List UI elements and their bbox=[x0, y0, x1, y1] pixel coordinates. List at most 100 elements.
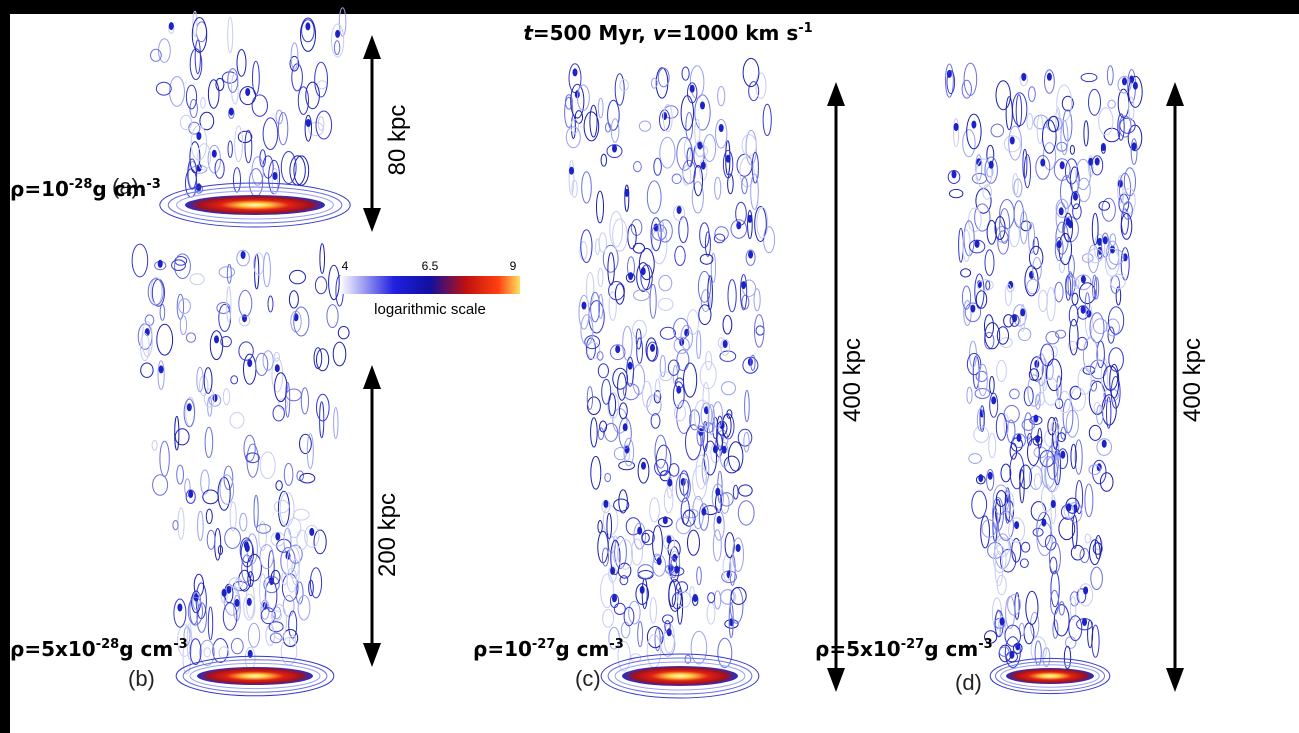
contour bbox=[205, 508, 213, 524]
contour bbox=[314, 61, 329, 98]
density-part: -3 bbox=[609, 637, 623, 652]
contour bbox=[993, 544, 1007, 574]
contour bbox=[1042, 377, 1060, 406]
clump bbox=[999, 617, 1005, 626]
contour bbox=[719, 492, 734, 507]
contour bbox=[230, 375, 239, 385]
contour bbox=[184, 478, 191, 497]
contour bbox=[650, 413, 661, 429]
contour bbox=[610, 539, 621, 576]
contour bbox=[1008, 125, 1022, 161]
contour bbox=[1019, 464, 1032, 490]
arrow-head bbox=[363, 35, 381, 59]
contour bbox=[975, 290, 988, 309]
contour bbox=[617, 641, 631, 672]
contour bbox=[601, 378, 612, 405]
contour bbox=[171, 259, 186, 272]
contour bbox=[1058, 601, 1065, 616]
contour bbox=[1005, 492, 1015, 516]
contour bbox=[1077, 366, 1092, 396]
contour bbox=[608, 291, 617, 321]
contour bbox=[1106, 396, 1112, 429]
clump bbox=[214, 335, 219, 344]
contour bbox=[712, 401, 724, 429]
contour bbox=[1057, 432, 1066, 443]
contour bbox=[262, 350, 274, 371]
contour bbox=[600, 573, 615, 609]
contour bbox=[247, 622, 261, 648]
clump bbox=[971, 120, 977, 129]
contour bbox=[686, 147, 694, 168]
contour bbox=[1048, 541, 1061, 575]
clump bbox=[1008, 280, 1014, 289]
contour bbox=[703, 134, 717, 162]
contour bbox=[992, 506, 998, 542]
contour bbox=[222, 388, 231, 406]
contour bbox=[1023, 154, 1032, 189]
contour bbox=[1107, 326, 1115, 344]
contour bbox=[742, 356, 759, 374]
contour bbox=[627, 224, 637, 250]
contour bbox=[1019, 210, 1028, 245]
contour bbox=[185, 332, 197, 343]
clump bbox=[245, 88, 251, 96]
contour bbox=[693, 165, 704, 197]
contour bbox=[193, 573, 205, 597]
clump bbox=[1073, 192, 1078, 201]
contour bbox=[299, 433, 312, 455]
contour bbox=[1130, 138, 1138, 165]
disk-halo bbox=[614, 661, 746, 691]
contour bbox=[140, 332, 150, 362]
clump bbox=[641, 461, 646, 470]
contour bbox=[296, 470, 305, 482]
contour bbox=[646, 180, 662, 214]
contour bbox=[1093, 233, 1106, 261]
contour bbox=[692, 465, 708, 501]
contour bbox=[199, 375, 209, 397]
contour bbox=[1030, 356, 1044, 382]
contour bbox=[1070, 443, 1077, 469]
contour bbox=[606, 512, 613, 540]
contour bbox=[962, 229, 971, 263]
contour bbox=[1090, 566, 1103, 590]
contour bbox=[712, 529, 722, 562]
contour bbox=[1027, 374, 1041, 407]
contour bbox=[192, 10, 198, 37]
contour bbox=[1011, 538, 1022, 563]
contour bbox=[1078, 282, 1096, 305]
arrow-head bbox=[1166, 668, 1184, 692]
contour bbox=[199, 639, 215, 667]
contour bbox=[580, 229, 593, 264]
contour bbox=[331, 23, 345, 58]
clump bbox=[1021, 73, 1027, 81]
clump bbox=[305, 119, 311, 127]
contour bbox=[652, 554, 667, 577]
contour bbox=[1058, 232, 1073, 266]
clump bbox=[569, 166, 574, 175]
contour bbox=[701, 453, 710, 485]
contour bbox=[662, 614, 674, 625]
contour bbox=[641, 380, 652, 408]
contour bbox=[1060, 120, 1069, 156]
contour bbox=[697, 270, 712, 303]
contour bbox=[1093, 401, 1101, 414]
contour bbox=[196, 366, 204, 393]
clump bbox=[211, 149, 217, 158]
contour bbox=[590, 291, 601, 323]
contour bbox=[654, 378, 661, 403]
contour bbox=[636, 337, 643, 364]
clump bbox=[676, 206, 682, 214]
contour bbox=[612, 535, 619, 564]
colorbar bbox=[340, 276, 520, 294]
contour bbox=[1087, 244, 1100, 274]
contour bbox=[1080, 72, 1098, 83]
contour bbox=[185, 84, 198, 110]
clump bbox=[1132, 81, 1138, 90]
clump bbox=[622, 423, 628, 432]
clump bbox=[309, 527, 315, 536]
contour bbox=[617, 539, 633, 570]
contour bbox=[1092, 542, 1103, 555]
contour bbox=[698, 304, 712, 326]
contour bbox=[328, 264, 340, 301]
contour bbox=[233, 167, 241, 193]
